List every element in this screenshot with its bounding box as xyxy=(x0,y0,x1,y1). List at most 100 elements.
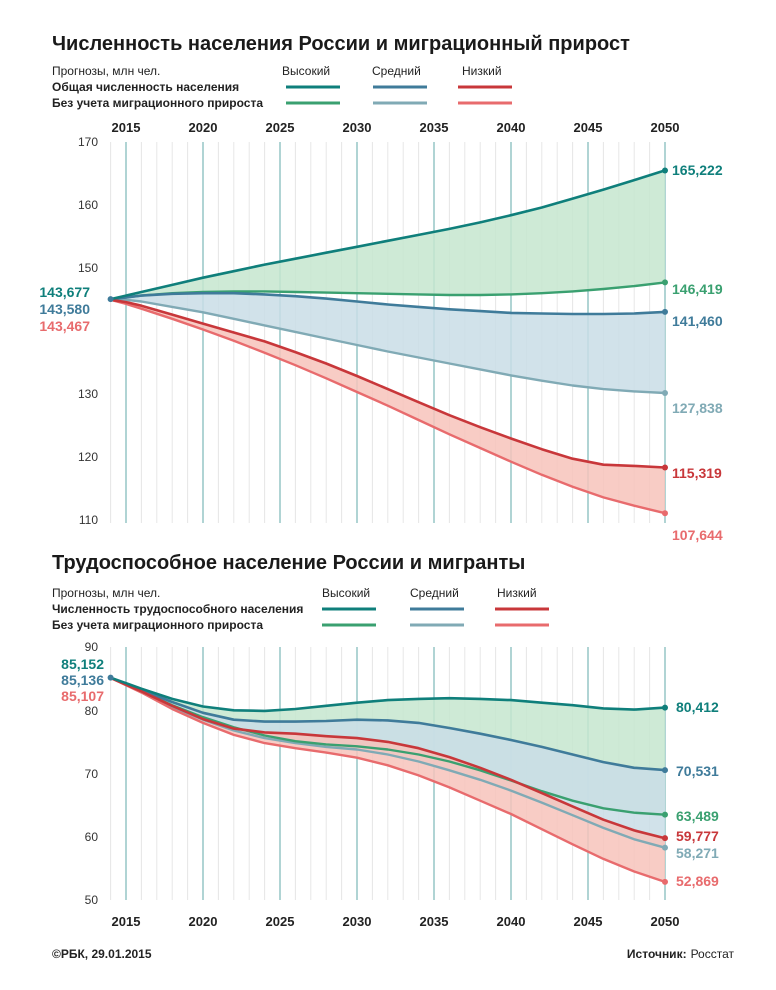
chart2-y-tick: 80 xyxy=(85,704,99,718)
footer-source-label: Источник: xyxy=(627,947,687,961)
chart2-end-dot-low_total xyxy=(662,835,668,842)
chart2-band-mid_total xyxy=(110,677,666,848)
chart2-end-dot-high_total xyxy=(662,704,668,711)
chart1-end-dot-mid_nomig xyxy=(662,389,668,396)
chart1-x-tick: 2025 xyxy=(266,120,295,135)
chart1-x-tick: 2020 xyxy=(189,120,218,135)
chart1-legend-swatches xyxy=(286,85,512,105)
chart2-x-tick: 2050 xyxy=(651,914,680,929)
chart2-y-ticks: 90 80 70 60 50 xyxy=(85,640,99,907)
chart1-end-label-mid-total: 141,460 xyxy=(672,313,723,329)
chart2-legend-col-mid: Средний xyxy=(410,586,459,600)
chart1-end-dot-high_total xyxy=(662,167,668,174)
chart1-end-dot-mid_total xyxy=(662,308,668,315)
chart1-title: Численность населения России и миграцион… xyxy=(52,33,630,55)
chart2-legend-row-total: Численность трудоспособного населения xyxy=(52,602,303,616)
chart2-end-dot-high_nomig xyxy=(662,811,668,818)
chart2-y-tick: 70 xyxy=(85,767,99,781)
chart2-legend-row-nomig: Без учета миграционного прироста xyxy=(52,618,263,632)
chart2-end-dot-low_nomig xyxy=(662,878,668,885)
chart1-y-tick: 130 xyxy=(78,387,98,401)
chart1-x-ticks: 2015 2020 2025 2030 2035 2040 2045 2050 xyxy=(112,120,680,135)
chart2-x-tick: 2045 xyxy=(574,914,603,929)
chart2-x-ticks: 2015 2020 2025 2030 2035 2040 2045 2050 xyxy=(112,914,680,929)
chart2-legend-caption: Прогнозы, млн чел. xyxy=(52,586,160,600)
chart2-y-tick: 60 xyxy=(85,830,99,844)
chart1-end-dot-low_total xyxy=(662,464,668,471)
chart1-line-high_total xyxy=(109,169,667,301)
footer-credit: ©РБК, 29.01.2015 xyxy=(52,947,152,961)
chart1-legend-caption: Прогнозы, млн чел. xyxy=(52,64,160,78)
chart1-end-dot-high_nomig xyxy=(662,279,668,286)
chart2-start-label-high: 85,152 xyxy=(61,656,104,672)
chart1-line-low_nomig xyxy=(109,298,667,515)
chart2-end-label-high-nomig: 63,489 xyxy=(676,808,719,824)
chart1-y-tick: 110 xyxy=(79,513,98,527)
chart2-end-label-high-total: 80,412 xyxy=(676,699,719,715)
chart2-x-tick: 2030 xyxy=(343,914,372,929)
chart2-x-tick: 2020 xyxy=(189,914,218,929)
chart1-line-low_total xyxy=(109,298,667,469)
chart2-legend-col-high: Высокий xyxy=(322,586,370,600)
chart2-y-tick: 50 xyxy=(85,893,99,907)
chart1-legend-row-total: Общая численность населения xyxy=(52,80,239,94)
chart2-y-tick: 90 xyxy=(85,640,99,654)
chart1-y-ticks: 170 160 150 130 120 110 xyxy=(78,135,98,527)
chart1-end-label-low-nomig: 107,644 xyxy=(672,527,723,543)
chart1-band-low_total xyxy=(110,299,666,514)
chart1-y-tick: 160 xyxy=(78,198,98,212)
chart1-start-label-high: 143,677 xyxy=(39,284,90,300)
chart2-line-low_nomig xyxy=(109,676,667,884)
chart1-end-dot-low_nomig xyxy=(662,510,668,517)
chart1-start-label-low: 143,467 xyxy=(39,318,90,334)
chart2-line-high_total xyxy=(109,676,667,713)
chart2-x-tick: 2025 xyxy=(266,914,295,929)
chart2-plot-area xyxy=(107,647,668,900)
chart1-end-label-low-total: 115,319 xyxy=(672,465,722,481)
chart1-x-tick: 2050 xyxy=(651,120,680,135)
chart2-start-label-mid: 85,136 xyxy=(61,672,104,688)
chart1-band-high_total xyxy=(110,170,666,300)
chart1-plot-area xyxy=(107,142,668,523)
chart2-title: Трудоспособное население России и мигран… xyxy=(52,552,525,574)
chart1-y-tick: 170 xyxy=(78,135,98,149)
footer-source-value: Росстат xyxy=(691,947,735,961)
chart1-legend-col-high: Высокий xyxy=(282,64,330,78)
chart2-end-label-low-total: 59,777 xyxy=(676,828,719,844)
chart1-legend-row-nomig: Без учета миграционного прироста xyxy=(52,96,263,110)
chart1-start-label-mid: 143,580 xyxy=(39,301,90,317)
chart1-x-tick: 2030 xyxy=(343,120,372,135)
chart1-end-label-mid-nomig: 127,838 xyxy=(672,400,723,416)
chart1-start-dot xyxy=(107,296,114,303)
chart1-x-tick: 2040 xyxy=(497,120,526,135)
chart2-line-high_nomig xyxy=(109,676,667,816)
chart1-band-mid_total xyxy=(110,293,666,393)
chart1-line-mid_nomig xyxy=(109,298,667,395)
chart2-end-dot-mid_nomig xyxy=(662,844,668,851)
chart2-legend-col-low: Низкий xyxy=(497,586,537,600)
chart2-line-low_total xyxy=(109,676,667,840)
chart1-legend-col-mid: Средний xyxy=(372,64,421,78)
chart1-x-tick: 2035 xyxy=(420,120,449,135)
chart2-x-tick: 2035 xyxy=(420,914,449,929)
chart1-y-tick: 150 xyxy=(78,261,98,275)
chart2-start-label-low: 85,107 xyxy=(61,688,104,704)
chart2-legend-swatches xyxy=(322,607,549,627)
chart1-legend-col-low: Низкий xyxy=(462,64,502,78)
chart2-x-tick: 2040 xyxy=(497,914,526,929)
chart1-line-mid_total xyxy=(109,291,667,316)
chart1-x-tick: 2015 xyxy=(112,120,141,135)
chart2-end-label-mid-total: 70,531 xyxy=(676,763,719,779)
chart1-x-tick: 2045 xyxy=(574,120,603,135)
chart2-end-label-mid-nomig: 58,271 xyxy=(676,845,719,861)
chart2-end-dot-mid_total xyxy=(662,767,668,774)
chart2-start-dot xyxy=(107,674,114,681)
chart1-end-label-high-nomig: 146,419 xyxy=(672,281,723,297)
chart2-line-mid_total xyxy=(109,676,667,772)
chart2-end-label-low-nomig: 52,869 xyxy=(676,873,719,889)
chart1-end-label-high-total: 165,222 xyxy=(672,162,723,178)
chart2-x-tick: 2015 xyxy=(112,914,141,929)
chart1-y-tick: 120 xyxy=(78,450,98,464)
footer-source: Источник: Росстат xyxy=(627,947,735,961)
